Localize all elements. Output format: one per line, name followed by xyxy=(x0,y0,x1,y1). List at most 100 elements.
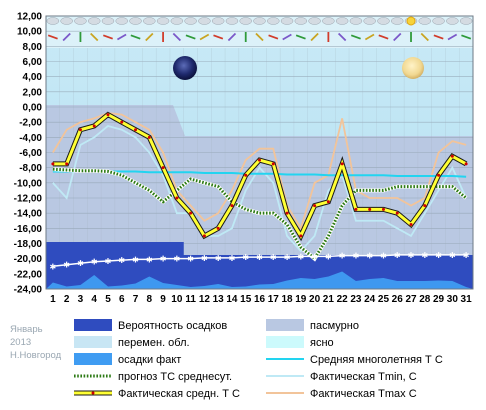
wind-arrow-icon xyxy=(420,32,429,42)
y-tick-label: -16,00 xyxy=(14,224,43,235)
cloud-icon xyxy=(253,17,266,25)
x-tick-label: 25 xyxy=(378,294,390,305)
wind-arrow-icon xyxy=(199,33,210,41)
precip-probability-area xyxy=(46,242,473,289)
x-tick-label: 28 xyxy=(419,294,431,305)
wind-arrow-icon xyxy=(255,32,264,42)
mean-temp-point xyxy=(147,135,151,139)
mean-temp-point xyxy=(189,211,193,215)
mean-temp-point xyxy=(464,162,468,166)
legend-swatch xyxy=(74,336,112,348)
mean-temp-point xyxy=(134,128,138,132)
legend-swatch-point xyxy=(91,391,95,395)
y-tick-label: -6,00 xyxy=(19,148,42,159)
trend-point: ✱ xyxy=(449,251,456,260)
wind-arrow-icon xyxy=(116,33,127,41)
temperature-series xyxy=(51,111,468,262)
x-axis: 1 2 3 4 5 6 7 8 9 10 11 12 13 14 15 16 17 18 19 20 21 22 23 24 2… xyxy=(50,294,472,305)
cloud-icon xyxy=(101,17,115,25)
sun-icon xyxy=(406,16,416,26)
trend-point: ✱ xyxy=(394,251,401,260)
mean-temp-point xyxy=(395,211,399,215)
trend-point: ✱ xyxy=(146,255,153,264)
wind-arrow-icon xyxy=(47,34,58,40)
cloud-icon xyxy=(239,17,252,25)
mean-temp-point xyxy=(340,162,344,166)
trend-line xyxy=(52,254,467,267)
x-tick-label: 19 xyxy=(295,294,307,305)
y-tick-label: -14,00 xyxy=(14,209,43,220)
legend-label: Фактическая Tmin, C xyxy=(310,371,417,383)
mean-temp-point xyxy=(92,124,96,128)
wind-arrow-icon xyxy=(90,32,99,42)
x-tick-label: 2 xyxy=(64,294,70,305)
precipitation-trend: ✱ ✱ ✱ ✱ ✱ ✱ ✱ ✱ ✱ ✱ ✱ ✱ ✱ ✱ ✱ ✱ ✱ ✱ ✱ ✱ ✱ ✱ ✱ ✱ ✱ ✱ ✱ ✱ ✱ ✱ ✱ xyxy=(50,251,470,271)
cloud-icon xyxy=(377,17,390,25)
wind-arrow-icon xyxy=(213,34,224,40)
legend-swatch xyxy=(266,336,304,348)
precip-fact-area xyxy=(46,271,473,289)
series-line xyxy=(52,170,467,178)
mean-temp-point xyxy=(423,204,427,208)
wind-arrow-icon xyxy=(172,32,182,42)
x-tick-label: 23 xyxy=(350,294,362,305)
legend-label: прогноз ТС среднесут. xyxy=(118,371,232,383)
x-tick-label: 4 xyxy=(91,294,97,305)
x-tick-label: 26 xyxy=(392,294,404,305)
mean-temp-point xyxy=(106,113,110,117)
mean-temp-point xyxy=(230,204,234,208)
legend-label: Средняя многолетняя Т С xyxy=(310,354,443,366)
mean-temp-point xyxy=(51,162,55,166)
precipitation-probability xyxy=(46,242,473,289)
cloud-icon xyxy=(418,17,432,25)
cloud-icon xyxy=(308,17,321,25)
y-tick-label: 12,00 xyxy=(17,12,42,23)
cloud-icon xyxy=(280,17,294,25)
trend-point: ✱ xyxy=(132,255,139,264)
weather-icons xyxy=(46,16,473,42)
full-moon-icon xyxy=(402,57,424,79)
x-tick-label: 17 xyxy=(268,294,280,305)
x-tick-label: 15 xyxy=(240,294,252,305)
y-tick-label: 4,00 xyxy=(23,72,43,83)
y-tick-label: -10,00 xyxy=(14,178,43,189)
legend-label: Фактическая средн. Т С xyxy=(118,388,240,400)
wind-arrow-icon xyxy=(268,34,279,40)
trend-point: ✱ xyxy=(256,253,263,262)
mean-temp-point xyxy=(368,207,372,211)
legend-label: осадки факт xyxy=(118,354,181,366)
cloud-icon xyxy=(184,17,197,25)
wind-arrow-icon xyxy=(447,33,458,41)
wind-arrow-icon xyxy=(145,32,154,42)
x-tick-label: 12 xyxy=(199,294,211,305)
mean-temp-point xyxy=(258,158,261,162)
mean-temp-point xyxy=(285,211,289,215)
mean-temp-point xyxy=(175,196,179,200)
cloud-icon xyxy=(211,17,225,25)
y-tick-label: 0,00 xyxy=(23,103,43,114)
cloud-icon xyxy=(322,17,335,25)
trend-point: ✱ xyxy=(215,254,222,263)
cloud-icon xyxy=(46,17,60,25)
series-line xyxy=(52,112,467,231)
trend-point: ✱ xyxy=(353,252,360,261)
series-line xyxy=(52,124,467,253)
wind-arrow-icon xyxy=(378,34,389,40)
x-tick-label: 6 xyxy=(119,294,125,305)
y-tick-label: -12,00 xyxy=(14,194,43,205)
wind-arrow-icon xyxy=(185,34,196,40)
cloud-icon xyxy=(143,17,156,25)
mean-temp-point xyxy=(409,223,413,227)
trend-point: ✱ xyxy=(63,261,70,270)
y-tick-label: -20,00 xyxy=(14,254,43,265)
mean-temp-point xyxy=(216,226,220,230)
wind-arrow-icon xyxy=(102,34,113,40)
legend: Вероятность осадков пасмурно перемен. обл.… xyxy=(74,319,443,400)
mean-temp-point xyxy=(299,234,303,238)
trend-point: ✱ xyxy=(339,252,346,261)
x-tick-label: 1 xyxy=(50,294,56,305)
trend-point: ✱ xyxy=(408,251,415,260)
cloud-icon xyxy=(363,17,376,25)
y-axis: 12,00 10,00 8,00 6,00 4,00 2,00 0,00 -2,00 -4,00… xyxy=(14,12,43,296)
legend-label: Фактическая Tmax C xyxy=(310,388,417,400)
